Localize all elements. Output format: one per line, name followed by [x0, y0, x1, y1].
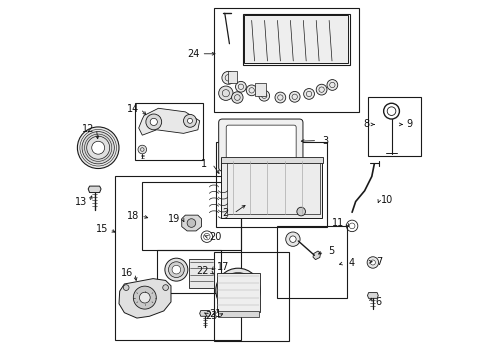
Circle shape — [145, 114, 162, 130]
Circle shape — [366, 257, 378, 268]
Circle shape — [86, 136, 109, 159]
Bar — [115, 176, 241, 339]
Text: 11: 11 — [332, 218, 344, 228]
Circle shape — [164, 258, 187, 281]
Circle shape — [138, 145, 146, 154]
Polygon shape — [367, 293, 378, 298]
Polygon shape — [88, 186, 101, 193]
Polygon shape — [182, 215, 201, 231]
Text: 22: 22 — [196, 266, 208, 276]
Circle shape — [150, 118, 157, 126]
Bar — [255, 83, 265, 96]
Text: 3: 3 — [322, 136, 327, 145]
Circle shape — [224, 277, 251, 304]
Circle shape — [285, 232, 300, 246]
Circle shape — [220, 273, 255, 309]
Circle shape — [168, 262, 184, 278]
Circle shape — [233, 286, 242, 295]
Bar — [217, 311, 258, 317]
Text: 21: 21 — [208, 310, 221, 319]
Circle shape — [296, 207, 305, 216]
Bar — [142, 182, 241, 250]
Bar — [243, 14, 349, 64]
Circle shape — [82, 132, 114, 164]
Circle shape — [369, 260, 375, 265]
Circle shape — [139, 292, 150, 303]
Circle shape — [258, 90, 269, 101]
Circle shape — [231, 92, 243, 103]
Circle shape — [183, 114, 196, 127]
Bar — [188, 259, 214, 288]
Circle shape — [303, 89, 314, 99]
Text: 10: 10 — [380, 195, 392, 205]
Circle shape — [289, 91, 300, 102]
Text: 18: 18 — [127, 211, 139, 221]
Text: 14: 14 — [126, 104, 139, 114]
Bar — [216, 273, 260, 312]
Circle shape — [326, 80, 337, 90]
Circle shape — [246, 85, 257, 96]
FancyBboxPatch shape — [226, 125, 296, 165]
Text: 2: 2 — [222, 208, 228, 219]
Text: 23: 23 — [205, 311, 217, 320]
Circle shape — [133, 286, 156, 309]
Text: 9: 9 — [406, 120, 412, 129]
Text: 8: 8 — [363, 120, 369, 129]
Bar — [226, 162, 319, 214]
Circle shape — [274, 92, 285, 103]
Circle shape — [316, 84, 326, 95]
Circle shape — [289, 236, 296, 242]
Circle shape — [123, 285, 129, 291]
Circle shape — [187, 118, 192, 123]
Circle shape — [187, 219, 195, 227]
Bar — [135, 103, 203, 160]
Bar — [156, 250, 221, 293]
Polygon shape — [119, 279, 171, 318]
Text: 6: 6 — [374, 297, 381, 307]
Text: 20: 20 — [208, 232, 221, 242]
Bar — [214, 252, 289, 341]
Text: 1: 1 — [201, 159, 207, 169]
Circle shape — [163, 285, 168, 291]
Bar — [214, 8, 359, 112]
Polygon shape — [312, 251, 320, 260]
Bar — [215, 142, 326, 226]
Text: 4: 4 — [347, 258, 354, 268]
Bar — [276, 226, 346, 298]
Circle shape — [222, 71, 234, 84]
Circle shape — [172, 265, 180, 274]
Circle shape — [235, 81, 246, 92]
Polygon shape — [244, 15, 348, 63]
Bar — [221, 157, 322, 163]
Bar — [228, 71, 237, 83]
Polygon shape — [221, 158, 321, 218]
Text: 13: 13 — [75, 197, 87, 207]
Circle shape — [77, 127, 119, 168]
Circle shape — [215, 268, 260, 313]
Text: 16: 16 — [121, 268, 133, 278]
Circle shape — [218, 86, 233, 100]
FancyBboxPatch shape — [218, 119, 303, 171]
Text: 19: 19 — [168, 214, 181, 224]
Bar — [367, 97, 420, 156]
Text: 15: 15 — [95, 225, 108, 234]
Circle shape — [92, 141, 104, 154]
Circle shape — [228, 282, 246, 300]
Text: 24: 24 — [187, 49, 200, 59]
Text: 12: 12 — [82, 124, 95, 134]
Polygon shape — [199, 311, 210, 316]
Polygon shape — [139, 108, 199, 135]
Text: 17: 17 — [216, 262, 229, 272]
Text: 7: 7 — [375, 257, 381, 267]
Text: 5: 5 — [327, 246, 334, 256]
